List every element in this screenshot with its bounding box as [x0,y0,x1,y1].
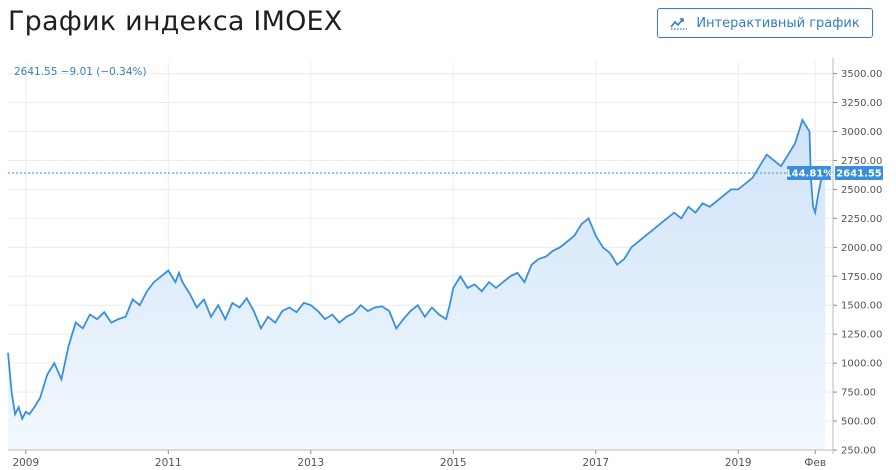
y-tick-label: 1000.00 [841,359,882,370]
series-line [7,117,826,422]
last-value-label: 2641.55 [836,169,882,180]
y-tick-label: 1500.00 [841,301,882,312]
x-tick-label: 2011 [155,457,182,469]
y-axis: 250.00 500.00 750.00 1000.00 1250.00 1500.00 1… [832,58,882,457]
y-tick-label: 1750.00 [841,272,882,283]
page-title: График индекса IMOEX [8,6,343,37]
change-percent-tag: 144.81% [785,166,834,181]
y-tick-label: 3000.00 [841,127,882,138]
chart-trend-icon [670,16,688,30]
x-tick-label: 2015 [440,457,467,469]
y-tick-label: 750.00 [841,388,876,399]
x-tick-label: 2009 [12,457,39,469]
y-tick-label: 2500.00 [841,185,882,196]
x-tick-label: Фев [804,457,826,469]
y-tick-label: 2250.00 [841,214,882,225]
series-area [8,119,826,451]
y-tick-label: 2000.00 [841,243,882,254]
last-value-tag: 2641.55 [835,166,883,181]
interactive-chart-button-label: Интерактивный график [696,15,860,31]
y-tick-label: 3500.00 [841,69,882,80]
x-tick-label: 2013 [297,457,324,469]
change-percent-label: 144.81% [785,169,834,180]
chart-legend-value: 2641.55 −9.01 (−0.34%) [14,66,147,78]
y-tick-label: 2750.00 [841,156,882,167]
x-axis: 2009 2011 2013 2015 2017 2019 Фев [8,449,833,469]
y-tick-label: 500.00 [841,417,876,428]
x-tick-label: 2019 [725,457,752,469]
y-tick-label: 250.00 [841,446,876,457]
x-tick-label: 2017 [582,457,609,469]
interactive-chart-button[interactable]: Интерактивный график [657,8,873,38]
y-tick-label: 3250.00 [841,98,882,109]
y-tick-label: 1250.00 [841,330,882,341]
